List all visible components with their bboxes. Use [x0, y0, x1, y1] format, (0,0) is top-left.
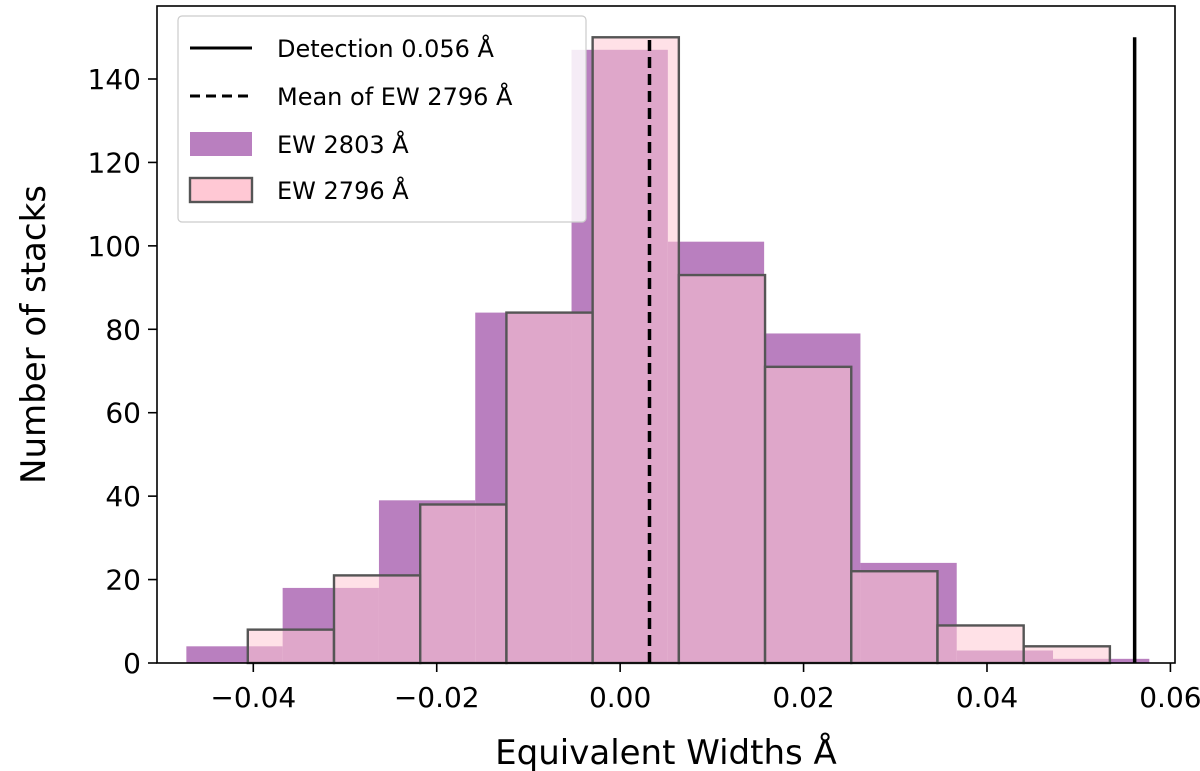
y-tick-label: 20 [105, 564, 141, 597]
legend-box [177, 15, 587, 223]
bar-ew-2796-2 [419, 503, 508, 665]
legend: Detection 0.056 Å Mean of EW 2796 Å EW 2… [177, 15, 587, 223]
plot-frame [156, 5, 1176, 664]
y-tick-label: 60 [105, 397, 141, 430]
x-axis-ticks: −0.04 −0.02 0.00 0.02 0.04 0.06 [210, 663, 1200, 714]
legend-label-ew-2803: EW 2803 Å [277, 130, 409, 159]
legend-label-ew-2796: EW 2796 Å [277, 176, 409, 205]
bar-ew-2796-9 [1022, 645, 1112, 665]
y-tick-label: 0 [123, 647, 141, 680]
bar-ew-2796-1 [332, 574, 422, 665]
y-tick-label: 120 [88, 146, 141, 179]
x-tick-label: −0.02 [394, 681, 480, 714]
bar-ew-2796-5 [677, 273, 767, 665]
bar-ew-2796-3 [505, 311, 594, 665]
bar-ew-2796-6 [763, 365, 853, 665]
y-tick-label: 140 [88, 63, 141, 96]
bar-ew-2796-8 [936, 624, 1025, 665]
x-tick-label: −0.04 [210, 681, 296, 714]
legend-label-detection: Detection 0.056 Å [277, 34, 495, 63]
x-tick-label: 0.04 [956, 681, 1018, 714]
reference-lines [647, 37, 1137, 663]
x-tick-label: 0.06 [1139, 681, 1200, 714]
y-axis-ticks: 0 20 40 60 80 100 120 140 [88, 63, 157, 680]
x-tick-label: 0.02 [772, 681, 834, 714]
legend-label-mean: Mean of EW 2796 Å [277, 82, 513, 111]
bar-ew-2796-4 [591, 36, 681, 665]
y-tick-label: 40 [105, 480, 141, 513]
legend-swatch-ew-2803 [190, 132, 252, 156]
bar-ew-2796-0 [246, 628, 336, 665]
y-tick-label: 80 [105, 313, 141, 346]
bar-ew-2796-7 [850, 570, 939, 665]
x-tick-label: 0.00 [589, 681, 651, 714]
x-axis-title: Equivalent Widths Å [495, 732, 837, 771]
y-tick-label: 100 [88, 230, 141, 263]
series-ew-2796-bars [246, 36, 1112, 665]
legend-swatch-ew-2796 [188, 176, 254, 204]
y-axis-title: Number of stacks [14, 185, 54, 484]
